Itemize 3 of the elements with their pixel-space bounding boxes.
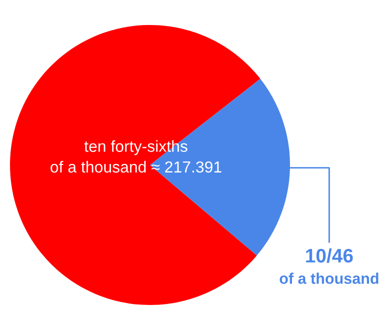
pie-slice	[10, 25, 260, 305]
text: of a thousand	[280, 272, 378, 284]
slice-label: 10/46	[306, 248, 353, 263]
